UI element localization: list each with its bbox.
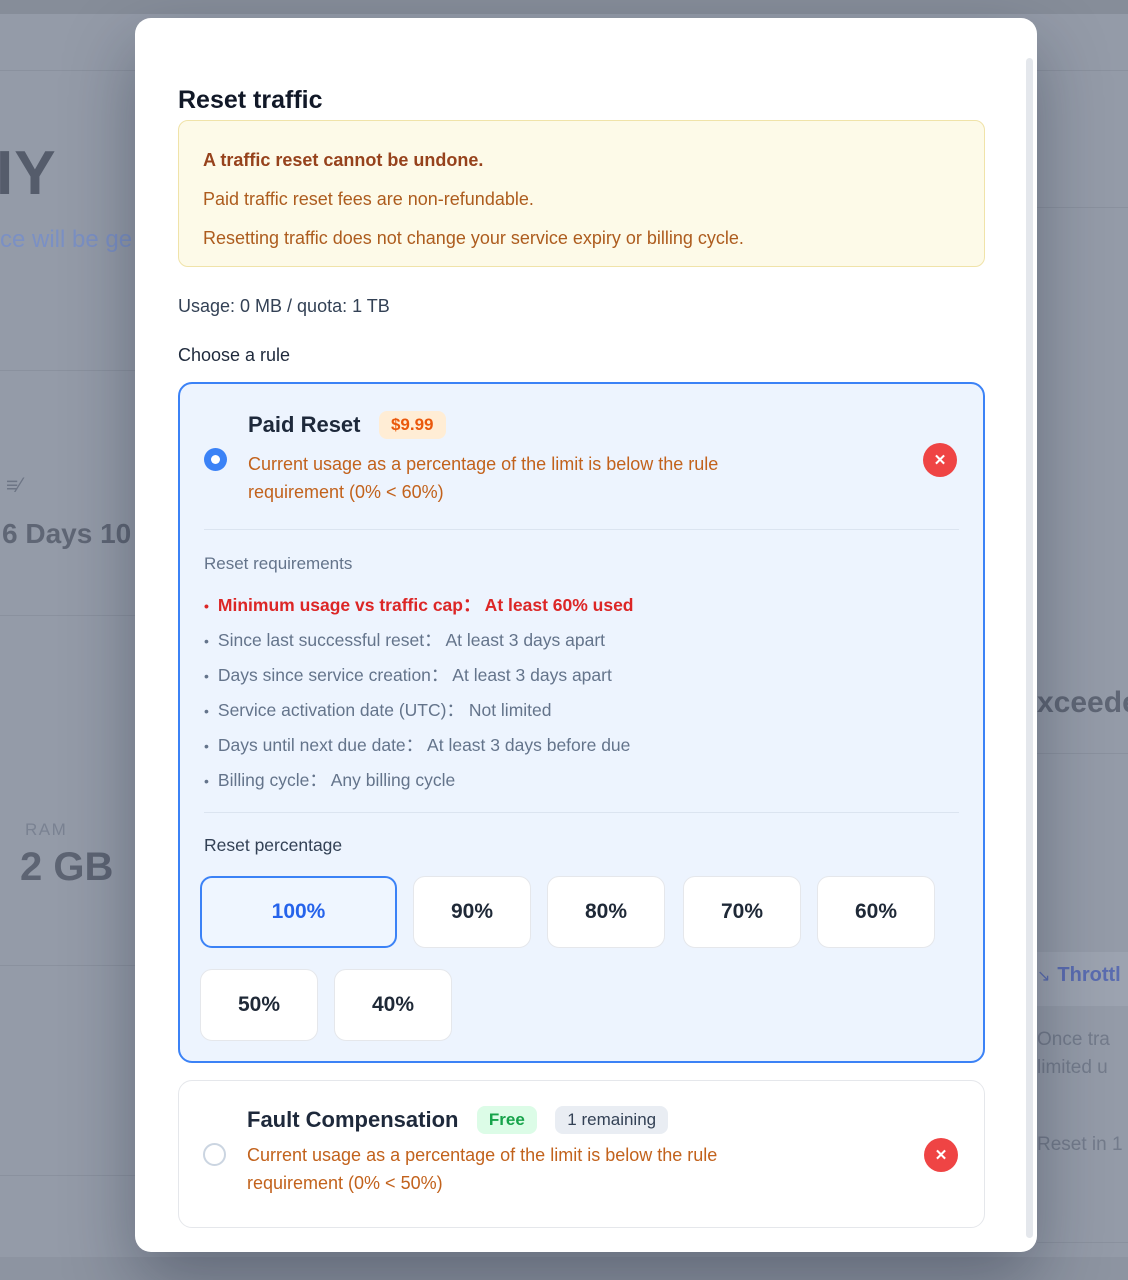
paid-rule-warning: Current usage as a percentage of the lim…	[248, 454, 719, 502]
background-link-text[interactable]: ce will be ge	[0, 226, 133, 253]
background-uptime-value: 6 Days 10 H	[2, 518, 137, 549]
free-badge: Free	[476, 1106, 537, 1134]
background-throttle-link[interactable]: ↘ Throttl	[1037, 964, 1128, 987]
background-ram-label: RAM	[25, 820, 68, 839]
requirement-item: Service activation date (UTC)： Not limit…	[204, 693, 634, 728]
paid-rule-name: Paid Reset	[248, 412, 361, 437]
dialog-title: Reset traffic	[178, 86, 323, 114]
background-divider	[1037, 207, 1128, 208]
fault-rule-warning: Current usage as a percentage of the lim…	[247, 1145, 718, 1193]
requirement-item: Days until next due date： At least 3 day…	[204, 728, 634, 763]
background-bottom-band	[0, 1257, 1128, 1280]
requirement-item: Since last successful reset： At least 3 …	[204, 623, 634, 658]
percent-button-80[interactable]: 80%	[547, 876, 665, 948]
background-throttle-row	[1037, 952, 1128, 1006]
reset-percentage-label: Reset percentage	[204, 835, 343, 855]
warning-line-1: A traffic reset cannot be undone.	[203, 150, 484, 170]
usage-summary: Usage: 0 MB / quota: 1 TB	[178, 296, 390, 316]
requirements-list: Minimum usage vs traffic cap： At least 6…	[204, 588, 634, 798]
percent-button-40[interactable]: 40%	[334, 969, 452, 1041]
dialog-scrollbar[interactable]	[1026, 58, 1033, 1238]
percent-button-60[interactable]: 60%	[817, 876, 935, 948]
choose-rule-label: Choose a rule	[178, 345, 291, 365]
card-divider	[204, 529, 959, 530]
percent-button-50[interactable]: 50%	[200, 969, 318, 1041]
background-throttle-desc-line2: limited u	[1037, 1057, 1108, 1078]
background-topbar	[0, 0, 1128, 14]
background-ram-value: 2 GB	[20, 845, 114, 889]
rule-card-fault-compensation[interactable]: Fault Compensation Free 1 remaining Curr…	[178, 1080, 985, 1228]
background-divider	[0, 615, 135, 616]
price-badge: $9.99	[378, 411, 446, 439]
percent-button-100[interactable]: 100%	[200, 876, 397, 948]
percent-button-70[interactable]: 70%	[683, 876, 801, 948]
fault-rule-title-row: Fault Compensation Free 1 remaining	[247, 1106, 669, 1136]
background-throttle-desc-line1: Once tra	[1037, 1029, 1110, 1050]
paid-rule-title-row: Paid Reset $9.99	[248, 411, 446, 441]
background-divider	[1037, 753, 1128, 754]
warning-notice: A traffic reset cannot be undone. Paid t…	[178, 120, 985, 267]
rule-card-paid-reset[interactable]: Paid Reset $9.99 Current usage as a perc…	[178, 382, 985, 1063]
card-divider	[204, 812, 959, 813]
not-eligible-icon: ✕	[923, 443, 957, 477]
warning-line-2: Paid traffic reset fees are non-refundab…	[203, 189, 534, 209]
not-eligible-icon: ✕	[924, 1138, 958, 1172]
requirement-item: Days since service creation： At least 3 …	[204, 658, 634, 693]
background-throttle-label: Throttl	[1057, 964, 1121, 986]
fault-rule-name: Fault Compensation	[247, 1107, 459, 1132]
requirement-item: Billing cycle： Any billing cycle	[204, 763, 634, 798]
reset-traffic-dialog: Reset traffic A traffic reset cannot be …	[135, 18, 1037, 1252]
background-exceeded-text: xceede	[1037, 686, 1128, 719]
radio-unselected-icon[interactable]	[203, 1143, 226, 1166]
arrow-down-right-icon: ↘	[1037, 968, 1051, 985]
background-divider	[0, 1175, 135, 1176]
requirements-title: Reset requirements	[204, 554, 353, 573]
warning-line-3: Resetting traffic does not change your s…	[203, 228, 744, 248]
remaining-badge: 1 remaining	[555, 1106, 669, 1134]
list-edit-icon: ≡⁄	[6, 474, 22, 497]
radio-selected-icon[interactable]	[204, 448, 227, 471]
background-divider	[0, 965, 135, 966]
background-reset-in-text: Reset in 1	[1037, 1134, 1123, 1155]
background-page-heading: IY	[0, 139, 57, 208]
requirement-item: Minimum usage vs traffic cap： At least 6…	[204, 588, 634, 623]
background-divider	[1037, 1242, 1128, 1243]
background-divider	[0, 370, 135, 371]
percent-button-90[interactable]: 90%	[413, 876, 531, 948]
